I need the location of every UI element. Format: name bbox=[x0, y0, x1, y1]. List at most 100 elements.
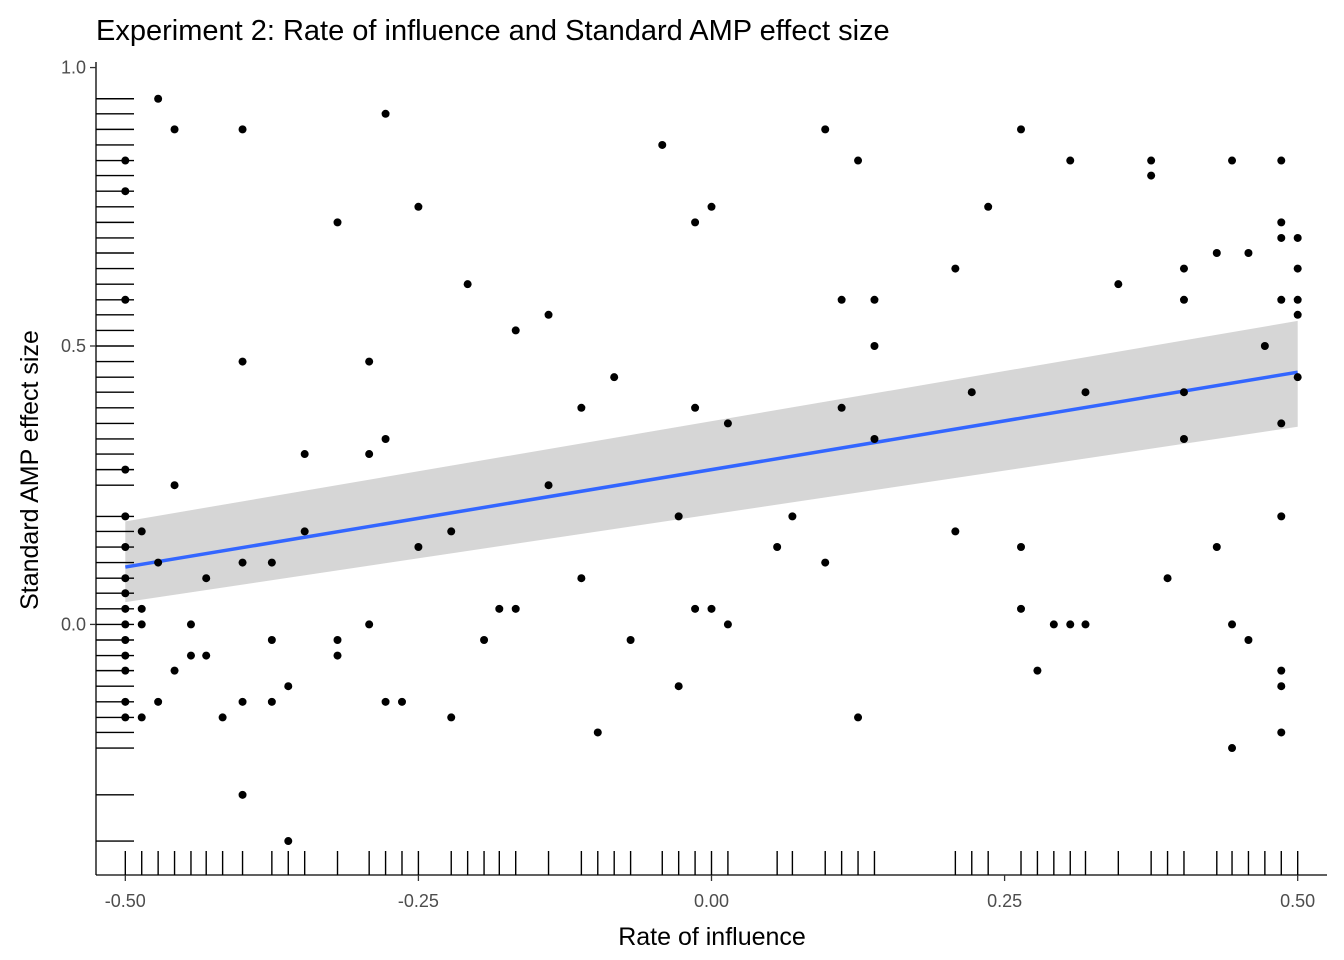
data-point bbox=[951, 527, 960, 536]
data-point bbox=[1293, 373, 1302, 382]
data-point bbox=[381, 697, 390, 706]
data-point bbox=[1244, 636, 1253, 645]
data-point bbox=[186, 651, 195, 660]
data-point bbox=[170, 666, 179, 675]
data-point bbox=[414, 543, 423, 552]
data-point bbox=[837, 403, 846, 412]
data-point bbox=[381, 109, 390, 118]
data-point bbox=[707, 604, 716, 613]
data-point bbox=[626, 636, 635, 645]
data-point bbox=[137, 713, 146, 722]
data-point bbox=[1049, 620, 1058, 629]
data-point bbox=[267, 636, 276, 645]
data-point bbox=[870, 434, 879, 443]
confidence-band-layer bbox=[125, 320, 1298, 603]
data-point bbox=[1081, 620, 1090, 629]
data-point bbox=[238, 357, 247, 366]
data-point bbox=[1179, 264, 1188, 273]
data-point bbox=[593, 728, 602, 737]
data-point bbox=[333, 636, 342, 645]
data-point bbox=[218, 713, 227, 722]
data-point bbox=[397, 697, 406, 706]
data-point bbox=[1179, 388, 1188, 397]
data-point bbox=[480, 636, 489, 645]
data-point bbox=[365, 450, 374, 459]
data-point bbox=[773, 543, 782, 552]
data-point bbox=[284, 837, 293, 846]
data-point bbox=[1277, 728, 1286, 737]
data-point bbox=[202, 574, 211, 583]
data-point bbox=[511, 326, 520, 335]
data-point bbox=[1228, 744, 1237, 753]
x-tick-label: 0.25 bbox=[987, 891, 1022, 911]
data-point bbox=[1017, 604, 1026, 613]
data-point bbox=[1066, 620, 1075, 629]
data-point bbox=[1277, 156, 1286, 165]
data-point bbox=[1277, 419, 1286, 428]
data-point bbox=[788, 512, 797, 521]
data-point bbox=[707, 202, 716, 211]
data-point bbox=[691, 403, 700, 412]
data-point bbox=[691, 218, 700, 227]
data-point bbox=[1293, 264, 1302, 273]
data-point bbox=[186, 620, 195, 629]
data-point bbox=[381, 434, 390, 443]
data-point bbox=[284, 682, 293, 691]
data-point bbox=[300, 527, 309, 536]
data-point bbox=[821, 558, 830, 567]
data-point bbox=[238, 790, 247, 799]
data-point bbox=[267, 697, 276, 706]
data-point bbox=[1179, 295, 1188, 304]
data-point bbox=[658, 140, 667, 149]
data-point bbox=[267, 558, 276, 567]
data-point bbox=[1293, 295, 1302, 304]
x-tick-label: 0.50 bbox=[1280, 891, 1315, 911]
data-point bbox=[137, 604, 146, 613]
y-tick-label: 0.5 bbox=[61, 336, 86, 356]
data-point bbox=[1033, 666, 1042, 675]
x-tick-label: -0.25 bbox=[398, 891, 439, 911]
data-point bbox=[1293, 310, 1302, 319]
data-point bbox=[447, 713, 456, 722]
data-point bbox=[202, 651, 211, 660]
data-point bbox=[1114, 280, 1123, 289]
data-point bbox=[691, 604, 700, 613]
data-point bbox=[577, 403, 586, 412]
data-point bbox=[544, 481, 553, 490]
data-point bbox=[674, 512, 683, 521]
data-point bbox=[610, 373, 619, 382]
data-point bbox=[723, 620, 732, 629]
data-point bbox=[365, 357, 374, 366]
data-point bbox=[154, 94, 163, 103]
data-point bbox=[821, 125, 830, 134]
data-point bbox=[723, 419, 732, 428]
x-tick-label: -0.50 bbox=[105, 891, 146, 911]
data-point bbox=[447, 527, 456, 536]
x-axis-label: Rate of influence bbox=[618, 923, 806, 951]
fit-line-layer bbox=[125, 370, 1298, 569]
data-point bbox=[967, 388, 976, 397]
data-point bbox=[1277, 218, 1286, 227]
data-point bbox=[495, 604, 504, 613]
data-point bbox=[414, 202, 423, 211]
data-point bbox=[1277, 666, 1286, 675]
data-point bbox=[984, 202, 993, 211]
data-point bbox=[1277, 682, 1286, 691]
data-point bbox=[1081, 388, 1090, 397]
data-point bbox=[1228, 156, 1237, 165]
data-point bbox=[870, 341, 879, 350]
data-point bbox=[1147, 156, 1156, 165]
x-tick-label: 0.00 bbox=[694, 891, 729, 911]
data-point bbox=[333, 218, 342, 227]
y-tick-label: 0.0 bbox=[61, 614, 86, 634]
data-point bbox=[333, 651, 342, 660]
data-point bbox=[1212, 543, 1221, 552]
y-tick-label: 1.0 bbox=[61, 58, 86, 78]
data-point bbox=[1017, 543, 1026, 552]
data-point bbox=[674, 682, 683, 691]
data-point bbox=[300, 450, 309, 459]
data-point bbox=[154, 558, 163, 567]
data-point bbox=[1147, 171, 1156, 180]
data-point bbox=[1277, 233, 1286, 242]
data-point bbox=[463, 280, 472, 289]
